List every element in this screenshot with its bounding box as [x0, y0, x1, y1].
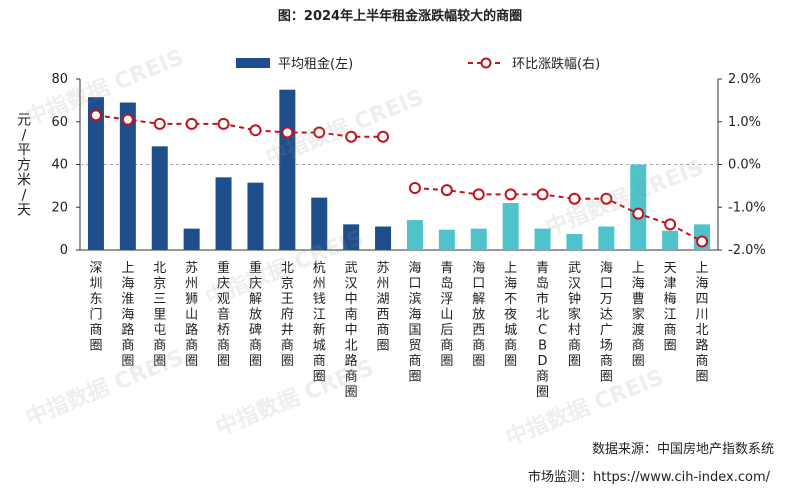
legend-label-bar: 平均租金(左): [278, 56, 353, 72]
x-tick-label: 苏州狮山路商圈: [185, 260, 198, 369]
legend-label-line: 环比涨跌幅(右): [512, 56, 600, 72]
bar-15: [534, 228, 551, 250]
y-axis-label: 元/平方米/天: [17, 113, 31, 219]
bar-3: [151, 146, 168, 250]
x-tick-label: 上海不夜城商圈: [504, 261, 517, 369]
line-point-6: [249, 124, 262, 137]
line-point-12: [440, 184, 453, 197]
line-point-17: [600, 192, 613, 205]
bar-13: [470, 228, 487, 250]
x-tick-label: 深圳东门商圈: [89, 261, 102, 354]
x-tick-label: 重庆观音桥商圈: [217, 260, 230, 369]
bar-2: [119, 102, 136, 250]
x-tick-label: 上海曹家渡商圈: [632, 261, 645, 369]
data-source-note: 数据来源：中国房地产指数系统: [591, 442, 774, 457]
line-point-10: [377, 130, 390, 143]
x-tick-label: 北京三里屯商圈: [153, 261, 166, 369]
left-tick-label: 40: [51, 158, 68, 173]
bar-1: [87, 97, 104, 250]
line-point-20: [696, 235, 709, 248]
line-point-11: [408, 182, 421, 195]
x-tick-label: 重庆解放碑商圈: [249, 260, 262, 369]
line-point-2: [121, 113, 134, 126]
line-point-15: [536, 188, 549, 201]
bar-18: [630, 164, 647, 250]
x-tick-label: 北京王府井商圈: [281, 261, 294, 369]
x-tick-label: 青岛浮山后商圈: [440, 261, 453, 369]
line-series-segment-1: [95, 114, 384, 138]
bar-9: [343, 224, 360, 250]
right-tick-label: -2.0%: [728, 243, 766, 258]
line-point-14: [504, 188, 517, 201]
left-tick-label: 80: [51, 72, 68, 87]
right-tick-label: 2.0%: [728, 72, 761, 87]
bar-10: [375, 226, 392, 250]
left-tick-label: 0: [60, 243, 68, 258]
bar-11: [406, 220, 423, 250]
chart-title: 图：2024年上半年租金涨跌幅较大的商圈: [278, 8, 522, 24]
x-tick-label: 海口解放西商圈: [472, 261, 485, 369]
line-point-8: [313, 126, 326, 139]
left-tick-label: 60: [51, 115, 68, 130]
x-tick-label: 杭州钱江新城商圈: [313, 261, 326, 385]
line-point-1: [89, 109, 102, 122]
right-tick-label: 0.0%: [728, 158, 761, 173]
bar-17: [598, 226, 615, 250]
x-tick-label: 天津梅江商圈: [664, 261, 677, 354]
legend-marker-line: [480, 57, 492, 69]
line-point-13: [472, 188, 485, 201]
left-tick-label: 20: [51, 200, 68, 215]
bar-16: [566, 233, 583, 250]
x-tick-label: 海口滨海国贸商圈: [408, 261, 421, 385]
right-tick-label: 1.0%: [728, 115, 761, 130]
x-tick-label: 武汉中南中北路商圈: [345, 261, 358, 400]
line-point-3: [153, 117, 166, 130]
line-point-19: [664, 218, 677, 231]
bar-12: [438, 229, 455, 250]
bar-4: [183, 228, 200, 250]
line-point-9: [345, 130, 358, 143]
bar-14: [502, 202, 519, 250]
bar-7: [279, 89, 296, 250]
monitor-url: 市场监测：https://www.cih-index.com/: [528, 470, 770, 485]
legend-swatch-bar: [236, 58, 270, 68]
bar-6: [247, 182, 264, 250]
line-point-4: [185, 117, 198, 130]
right-tick-label: -1.0%: [728, 200, 766, 215]
x-tick-label: 苏州湖西商圈: [377, 260, 390, 354]
x-tick-label: 青岛市北 C B D 商圈: [536, 261, 549, 400]
line-point-7: [281, 126, 294, 139]
x-tick-label: 上海四川北路商圈: [696, 261, 709, 385]
line-series-segment-2: [414, 187, 703, 243]
x-tick-label: 武汉钟家村商圈: [568, 261, 581, 369]
line-point-18: [632, 207, 645, 220]
line-point-16: [568, 192, 581, 205]
bar-8: [311, 197, 328, 250]
x-tick-label: 海口万达广场商圈: [600, 261, 613, 385]
bar-5: [215, 177, 232, 250]
bar-19: [662, 230, 679, 250]
x-tick-label: 上海淮海路商圈: [121, 261, 134, 369]
line-point-5: [217, 117, 230, 130]
